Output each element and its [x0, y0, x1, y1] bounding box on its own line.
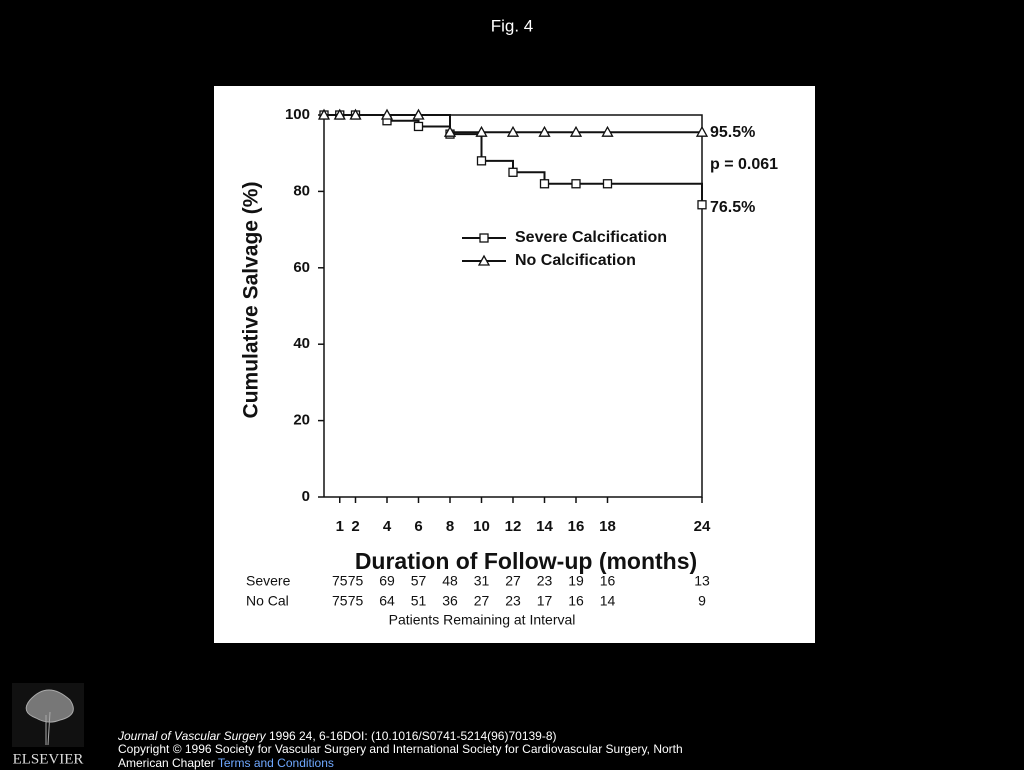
y-tick-label: 80 — [293, 182, 310, 199]
legend-marker — [477, 254, 491, 266]
data-marker — [476, 156, 487, 166]
at-risk-count: 69 — [379, 573, 395, 589]
x-tick-label: 4 — [383, 518, 392, 535]
data-marker — [569, 125, 583, 137]
at-risk-caption: Patients Remaining at Interval — [389, 612, 576, 628]
at-risk-count: 27 — [505, 573, 521, 589]
x-tick-label: 10 — [473, 518, 490, 535]
at-risk-count: 51 — [411, 593, 427, 609]
annotation: 76.5% — [710, 199, 755, 216]
data-marker — [571, 179, 581, 189]
data-marker — [538, 125, 551, 137]
at-risk-count: 14 — [600, 593, 616, 609]
data-marker — [443, 125, 457, 137]
at-risk-count: 9 — [698, 593, 706, 609]
copyright: Copyright © 1996 Society for Vascular Su… — [118, 742, 718, 770]
x-tick-label: 8 — [446, 518, 454, 535]
at-risk-count: 17 — [537, 593, 553, 609]
y-axis-label: Cumulative Salvage (%) — [240, 182, 263, 419]
at-risk-count: 13 — [694, 573, 710, 589]
terms-link[interactable]: Terms and Conditions — [217, 756, 334, 770]
at-risk-count: 57 — [411, 573, 427, 589]
data-marker — [508, 167, 518, 177]
data-marker — [601, 125, 614, 137]
at-risk-count: 27 — [474, 593, 490, 609]
at-risk-count: 19 — [568, 573, 584, 589]
legend-marker — [479, 233, 489, 243]
data-marker — [412, 108, 425, 120]
at-risk-count: 36 — [442, 593, 458, 609]
data-marker — [349, 108, 362, 120]
y-tick-label: 0 — [302, 488, 310, 505]
annotation: 95.5% — [710, 124, 755, 141]
data-marker — [317, 108, 331, 120]
slide-title: Fig. 4 — [491, 16, 534, 35]
legend-label: Severe Calcification — [515, 229, 667, 246]
publisher-name: ELSEVIER — [13, 751, 84, 767]
logo-tree — [25, 689, 74, 746]
data-marker — [380, 108, 394, 120]
y-tick-label: 40 — [293, 335, 310, 352]
x-axis-label: Duration of Follow-up (months) — [355, 548, 697, 574]
x-tick-label: 14 — [536, 518, 553, 535]
at-risk-count: 23 — [505, 593, 521, 609]
at-risk-count: 75 — [332, 573, 348, 589]
publisher-logo: ELSEVIER — [12, 683, 84, 767]
x-tick-label: 2 — [351, 518, 359, 535]
at-risk-count: 16 — [600, 573, 616, 589]
at-risk-count: 64 — [379, 593, 395, 609]
at-risk-row-label: No Cal — [246, 593, 289, 609]
y-tick-label: 60 — [293, 259, 310, 276]
step-segment — [607, 182, 703, 205]
at-risk-count: 23 — [537, 573, 553, 589]
journal-name: Journal of Vascular Surgery — [118, 729, 266, 743]
at-risk-count: 75 — [332, 593, 348, 609]
at-risk-count: 31 — [474, 573, 490, 589]
at-risk-count: 16 — [568, 593, 584, 609]
data-marker — [695, 125, 709, 137]
data-marker — [539, 179, 550, 189]
citation: Journal of Vascular Surgery 1996 24, 6-1… — [118, 729, 718, 743]
at-risk-count: 75 — [348, 593, 364, 609]
x-tick-label: 12 — [505, 518, 522, 535]
at-risk-count: 75 — [348, 573, 364, 589]
data-marker — [475, 125, 488, 137]
copyright-text: Copyright © 1996 Society for Vascular Su… — [118, 742, 683, 770]
data-marker — [602, 179, 613, 189]
x-tick-label: 1 — [336, 518, 344, 535]
x-tick-label: 18 — [599, 518, 616, 535]
data-marker — [413, 121, 424, 132]
at-risk-count: 48 — [442, 573, 458, 589]
annotation: p = 0.061 — [710, 156, 778, 173]
legend-label: No Calcification — [515, 252, 636, 269]
x-tick-label: 6 — [414, 518, 422, 535]
data-marker — [697, 200, 707, 210]
citation-text: 1996 24, 6-16DOI: (10.1016/S0741-5214(96… — [265, 729, 557, 743]
x-tick-label: 16 — [568, 518, 585, 535]
y-tick-label: 100 — [285, 106, 310, 123]
at-risk-row-label: Severe — [246, 573, 291, 589]
x-tick-label: 24 — [694, 518, 711, 535]
y-tick-label: 20 — [293, 412, 310, 429]
data-marker — [506, 125, 520, 137]
figure-panel — [214, 86, 815, 643]
data-marker — [333, 108, 346, 120]
